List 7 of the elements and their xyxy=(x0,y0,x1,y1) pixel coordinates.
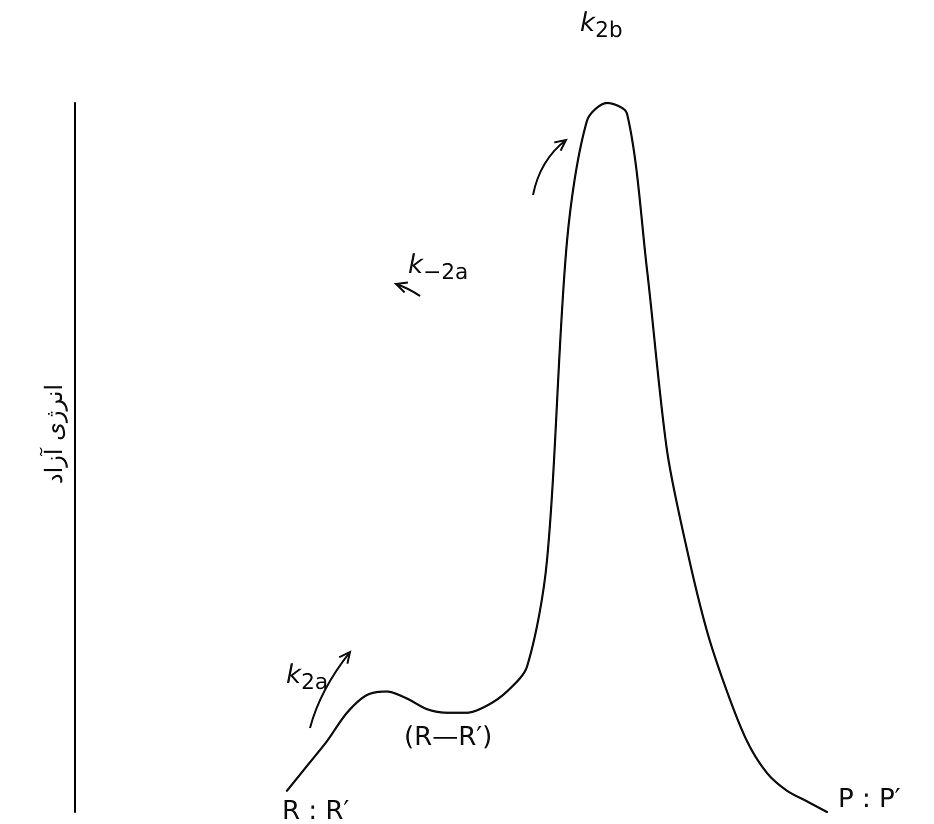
annotation: R : R′ xyxy=(282,796,350,824)
annotation: k$_{−2a}$ xyxy=(408,250,468,286)
annotation: (R—R′) xyxy=(404,722,492,752)
annotation: k$_{2a}$ xyxy=(286,660,328,696)
text: k$_{2b}$ xyxy=(580,8,623,44)
text: انرژی آزاد xyxy=(40,384,68,484)
text: P : P′ xyxy=(838,784,901,814)
